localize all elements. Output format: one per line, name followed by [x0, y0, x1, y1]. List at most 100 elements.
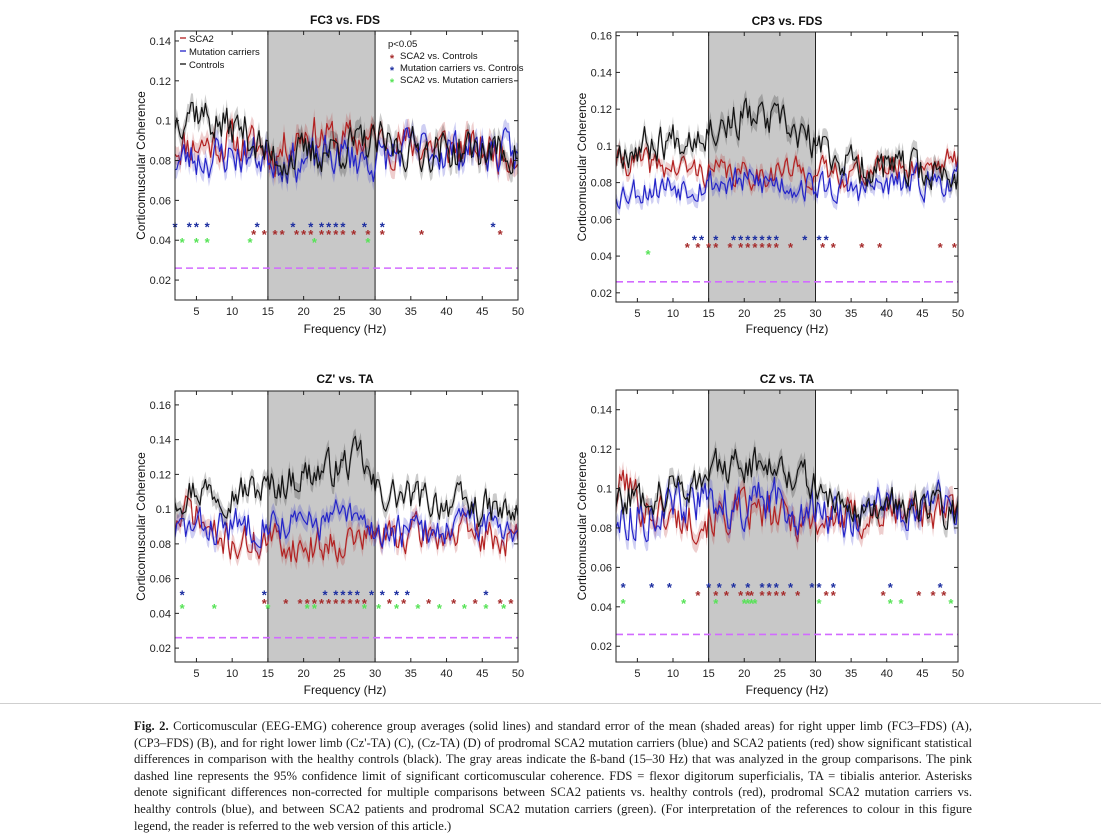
sig-asterisk: *	[727, 240, 733, 255]
sig-asterisk: *	[824, 233, 830, 248]
series-line-mutation	[616, 161, 958, 210]
significance-sig_red: * * * * * * * * * * * * * * * *	[251, 227, 504, 242]
x-tick-label: 20	[738, 308, 750, 320]
sig-asterisk: *	[745, 240, 751, 255]
y-tick-label: 0.02	[150, 275, 171, 287]
sig-asterisk: *	[308, 227, 314, 242]
sig-asterisk: *	[706, 580, 712, 595]
sig-asterisk: *	[437, 601, 443, 616]
y-tick-label: 0.12	[150, 469, 171, 481]
sig-asterisk: *	[312, 596, 318, 611]
y-axis-label: Corticomuscular Coherence	[575, 451, 589, 600]
x-tick-label: 15	[703, 308, 715, 320]
sig-asterisk: *	[365, 235, 371, 250]
sig-asterisk: *	[948, 596, 954, 611]
sig-asterisk: *	[731, 580, 737, 595]
sig-asterisk: *	[817, 233, 823, 248]
x-axis-label: Frequency (Hz)	[304, 322, 387, 336]
y-tick-label: 0.12	[150, 76, 171, 88]
sig-asterisk: *	[774, 588, 780, 603]
x-tick-label: 10	[226, 668, 238, 680]
caption-area: Fig. 2. Corticomuscular (EEG-EMG) cohere…	[0, 703, 1101, 838]
legend-sig-marker: *	[390, 77, 395, 89]
sig-asterisk: *	[817, 580, 823, 595]
sig-asterisk: *	[749, 596, 755, 611]
sig-asterisk: *	[262, 596, 268, 611]
panel-3: * * * * * * * * * * * * * * * * * * ** * * * * * * * * * * ** * * * * * * * *…	[134, 372, 524, 697]
x-tick-label: 50	[952, 308, 964, 320]
sig-asterisk: *	[745, 233, 751, 248]
sig-asterisk: *	[323, 587, 329, 602]
sig-asterisk: *	[326, 219, 332, 234]
sig-asterisk: *	[380, 219, 386, 234]
sig-asterisk: *	[462, 601, 468, 616]
sig-asterisk: *	[752, 596, 758, 611]
sig-asterisk: *	[745, 580, 751, 595]
sig-asterisk: *	[212, 601, 218, 616]
y-tick-label: 0.06	[591, 562, 612, 574]
sig-asterisk: *	[717, 580, 723, 595]
panel-title: CP3 vs. FDS	[752, 14, 823, 28]
sig-asterisk: *	[788, 240, 794, 255]
axes-frame	[174, 390, 519, 663]
sig-asterisk: *	[774, 580, 780, 595]
sig-asterisk: *	[774, 240, 780, 255]
sig-asterisk: *	[305, 601, 311, 616]
significance-sig_red: * * * * ** * * * * * * * * * * *	[695, 588, 947, 603]
sig-asterisk: *	[262, 227, 268, 242]
sig-asterisk: *	[788, 580, 794, 595]
sig-asterisk: *	[508, 596, 514, 611]
y-axis-label: Corticomuscular Coherence	[134, 452, 148, 601]
sig-asterisk: *	[781, 588, 787, 603]
significance-sig_blue: * * * * * * * * * * * * * *	[172, 219, 496, 234]
y-tick-label: 0.02	[591, 641, 612, 653]
x-tick-label: 25	[774, 308, 786, 320]
sig-asterisk: *	[501, 601, 507, 616]
sig-asterisk: *	[290, 219, 296, 234]
sig-asterisk: *	[667, 580, 673, 595]
x-axis-label: Frequency (Hz)	[746, 683, 829, 697]
x-tick-label: 20	[298, 306, 310, 318]
x-tick-label: 45	[476, 306, 488, 318]
sig-asterisk: *	[255, 219, 261, 234]
sig-asterisk: *	[760, 588, 766, 603]
sig-asterisk: *	[180, 235, 186, 250]
sig-asterisk: *	[387, 596, 393, 611]
sig-asterisk: *	[280, 227, 286, 242]
y-tick-label: 0.08	[150, 156, 171, 168]
sig-asterisk: *	[340, 227, 346, 242]
sig-asterisk: *	[760, 580, 766, 595]
significance-sig_blue: * * * * * * * * * * * *	[180, 587, 490, 602]
panel-4: * * * * ** * * * * * * * * * * ** * * * * * * * * * * * * * * ** * * ****…	[575, 372, 964, 697]
sig-asterisk: *	[941, 588, 947, 603]
x-tick-label: 15	[703, 668, 715, 680]
sig-asterisk: *	[831, 588, 837, 603]
y-tick-label: 0.04	[591, 602, 612, 614]
sig-asterisk: *	[742, 596, 748, 611]
y-tick-label: 0.16	[150, 400, 171, 412]
x-tick-label: 25	[774, 668, 786, 680]
figure-caption: Fig. 2. Corticomuscular (EEG-EMG) cohere…	[134, 718, 972, 834]
sig-asterisk: *	[340, 596, 346, 611]
sig-asterisk: *	[713, 588, 719, 603]
sig-asterisk: *	[859, 240, 865, 255]
sig-asterisk: *	[273, 227, 279, 242]
legend-sig-marker: *	[390, 65, 395, 77]
sig-asterisk: *	[362, 219, 368, 234]
panel-2: * * * * * * * * * * * * * * * * * ** * * * * * * * * * * * **5 10 15 20 2…	[575, 14, 964, 336]
x-tick-label: 40	[440, 668, 452, 680]
sig-asterisk: *	[706, 240, 712, 255]
series-group	[175, 93, 518, 193]
sig-asterisk: *	[809, 580, 815, 595]
sig-asterisk: *	[621, 596, 627, 611]
x-tick-label: 15	[262, 668, 274, 680]
sig-asterisk: *	[898, 596, 904, 611]
sig-asterisk: *	[490, 219, 496, 234]
sig-asterisk: *	[795, 588, 801, 603]
series-line-sca2	[175, 117, 518, 178]
y-tick-label: 0.08	[591, 178, 612, 190]
sig-asterisk: *	[831, 240, 837, 255]
sig-asterisk: *	[695, 240, 701, 255]
y-tick-label: 0.08	[150, 539, 171, 551]
x-tick-label: 20	[298, 668, 310, 680]
